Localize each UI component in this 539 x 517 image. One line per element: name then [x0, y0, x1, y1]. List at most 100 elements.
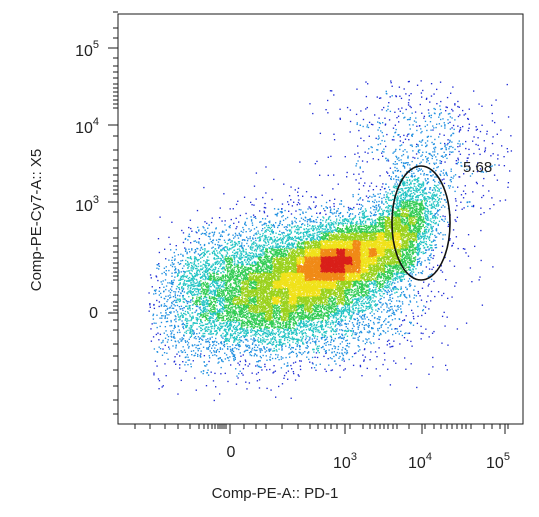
event-dot	[346, 270, 348, 273]
event-dot	[288, 229, 291, 231]
event-dot	[251, 372, 253, 374]
event-dot	[237, 334, 239, 336]
event-dot	[238, 345, 241, 348]
event-dot	[330, 369, 332, 372]
event-dot	[206, 363, 208, 366]
event-dot	[338, 223, 340, 225]
event-dot	[250, 284, 253, 286]
event-dot	[180, 253, 182, 255]
event-dot	[277, 312, 279, 314]
event-dot	[278, 327, 280, 329]
event-dot	[255, 278, 257, 280]
event-dot	[294, 310, 296, 312]
event-dot	[249, 298, 251, 300]
event-dot	[272, 350, 274, 352]
event-dot	[234, 358, 236, 361]
event-dot	[199, 313, 202, 315]
event-dot	[303, 257, 305, 259]
event-dot	[383, 309, 385, 311]
event-dot	[212, 289, 214, 291]
event-dot	[266, 369, 268, 371]
event-dot	[320, 232, 323, 235]
event-dot	[271, 308, 274, 310]
event-dot	[385, 291, 388, 293]
event-dot	[258, 379, 261, 381]
event-dot	[189, 287, 192, 290]
event-dot	[228, 325, 230, 327]
event-dot	[312, 307, 314, 310]
event-dot	[245, 298, 247, 300]
event-dot	[449, 239, 451, 241]
event-dot	[273, 225, 275, 227]
event-dot	[236, 375, 238, 377]
event-dot	[190, 286, 192, 289]
event-dot	[186, 257, 189, 259]
event-dot	[252, 269, 254, 271]
event-dot	[275, 314, 277, 316]
event-dot	[168, 348, 171, 350]
event-dot	[258, 269, 260, 271]
event-dot	[378, 281, 381, 283]
event-dot	[276, 265, 278, 267]
event-dot	[270, 314, 272, 316]
event-dot	[251, 242, 253, 245]
event-dot	[216, 250, 218, 252]
event-dot	[250, 310, 253, 313]
event-dot	[399, 249, 401, 251]
event-dot	[208, 329, 210, 331]
event-dot	[210, 266, 212, 269]
event-dot	[194, 288, 197, 290]
event-dot	[235, 311, 237, 313]
event-dot	[197, 248, 199, 250]
event-dot	[288, 323, 290, 325]
event-dot	[206, 372, 208, 374]
event-dot	[223, 267, 225, 269]
event-dot	[395, 277, 398, 279]
event-dot	[283, 339, 286, 342]
event-dot	[170, 330, 172, 332]
event-dot	[185, 317, 187, 320]
event-dot	[333, 308, 335, 310]
event-dot	[289, 309, 291, 312]
event-dot	[265, 262, 267, 265]
event-dot	[235, 296, 238, 298]
event-dot	[242, 231, 244, 233]
event-dot	[268, 341, 271, 343]
event-dot	[152, 318, 155, 320]
event-dot	[278, 233, 280, 236]
event-dot	[237, 293, 239, 296]
event-dot	[304, 351, 306, 353]
event-dot	[242, 226, 244, 229]
event-dot	[198, 326, 200, 328]
event-dot	[301, 332, 303, 334]
event-dot	[182, 278, 184, 280]
event-dot	[256, 245, 258, 247]
event-dot	[267, 229, 269, 231]
event-dot	[332, 321, 334, 324]
event-dot	[305, 347, 307, 349]
event-dot	[311, 323, 313, 325]
event-dot	[158, 268, 160, 270]
event-dot	[377, 283, 379, 285]
event-dot	[267, 317, 269, 320]
event-dot	[225, 331, 227, 333]
event-dot	[330, 304, 332, 307]
event-dot	[296, 232, 298, 234]
event-dot	[356, 302, 358, 304]
event-dot	[325, 286, 327, 288]
event-dot	[245, 349, 247, 352]
event-dot	[192, 315, 194, 317]
event-dot	[174, 266, 176, 268]
event-dot	[215, 386, 217, 388]
event-dot	[200, 320, 202, 322]
event-dot	[245, 314, 247, 316]
event-dot	[232, 354, 235, 356]
event-dot	[158, 339, 160, 341]
event-dot	[214, 318, 217, 321]
event-dot	[189, 257, 192, 259]
event-dot	[159, 333, 162, 336]
event-dot	[259, 239, 262, 242]
event-dot	[411, 309, 413, 312]
event-dot	[387, 270, 389, 272]
event-dot	[233, 256, 235, 258]
